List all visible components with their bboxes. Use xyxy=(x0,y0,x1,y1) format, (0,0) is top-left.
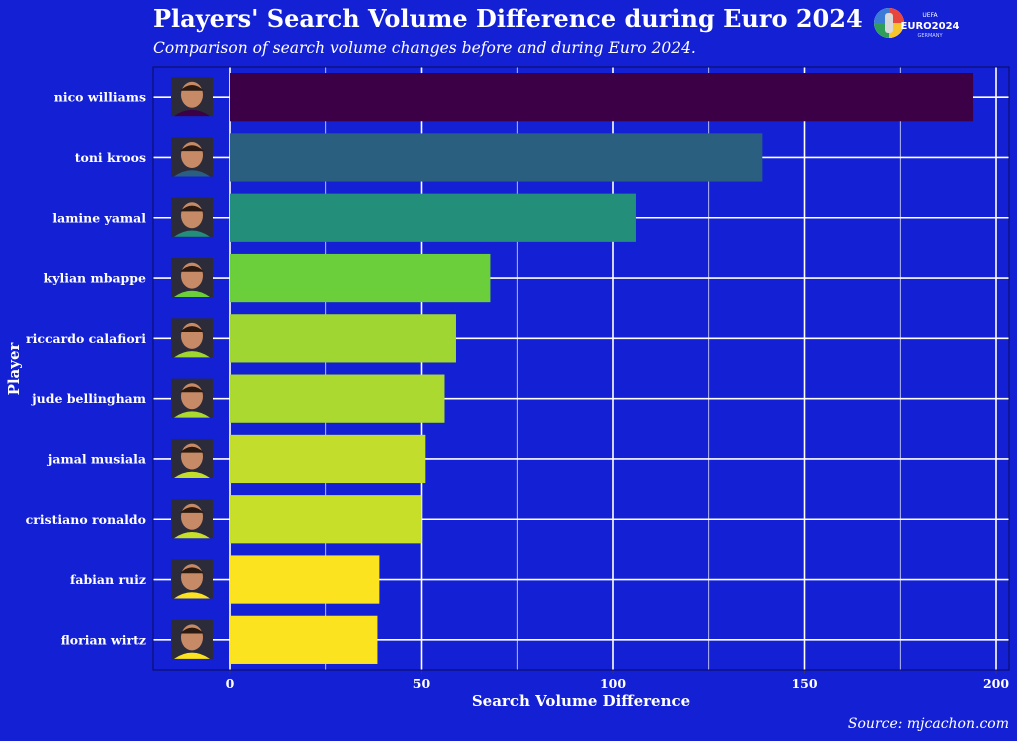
plot-frame xyxy=(152,66,1010,671)
x-tick-label: 150 xyxy=(791,676,817,691)
y-tick-label: jude bellingham xyxy=(31,391,146,406)
player-photo xyxy=(171,318,213,358)
photo-hair xyxy=(180,326,204,332)
photo-hair xyxy=(180,265,204,272)
y-tick-label: riccardo calafiori xyxy=(26,331,146,346)
svg-text:UEFA: UEFA xyxy=(922,12,938,19)
player-photo xyxy=(171,258,213,298)
bar-fabian-ruiz xyxy=(230,555,380,604)
bar-lamine-yamal xyxy=(230,193,636,242)
y-tick-label: nico williams xyxy=(54,90,146,105)
player-photo xyxy=(171,619,213,659)
logo-text: EURO2024 xyxy=(901,21,960,32)
player-photo xyxy=(171,378,213,418)
photo-hair xyxy=(180,145,204,152)
photo-shirt xyxy=(174,230,210,237)
photo-shirt xyxy=(174,170,210,177)
y-tick-label: jamal musiala xyxy=(47,451,146,466)
bar-nico-williams xyxy=(230,73,974,122)
y-tick-label: toni kroos xyxy=(75,150,146,165)
chart-subtitle: Comparison of search volume changes befo… xyxy=(153,39,696,57)
y-tick-label: cristiano ronaldo xyxy=(26,512,146,527)
source-caption: Source: mjcachon.com xyxy=(847,716,1009,732)
x-tick-label: 100 xyxy=(600,676,626,691)
chart-title: Players' Search Volume Difference during… xyxy=(153,4,863,33)
ticks-layer: 0 50 100 150 200 xyxy=(226,670,1009,691)
y-tick-label: kylian mbappe xyxy=(44,271,147,286)
photo-shirt xyxy=(174,532,210,539)
logo-subtext: GERMANY xyxy=(917,33,943,39)
photo-hair xyxy=(180,567,204,574)
photo-hair xyxy=(180,84,204,91)
bar-riccardo-calafiori xyxy=(230,314,456,363)
x-axis-label: Search Volume Difference xyxy=(471,692,691,710)
bar-florian-wirtz xyxy=(230,615,378,664)
photo-hair xyxy=(180,205,204,212)
photo-hair xyxy=(180,507,204,513)
y-axis-label: Player xyxy=(5,342,23,396)
player-photo xyxy=(171,137,213,177)
bar-cristiano-ronaldo xyxy=(230,495,422,544)
player-photo xyxy=(171,438,213,478)
photo-shirt xyxy=(174,471,210,478)
photo-shirt xyxy=(174,652,210,659)
euro-trophy-icon xyxy=(874,8,904,38)
bars-layer xyxy=(230,73,974,664)
photo-hair xyxy=(180,446,204,453)
x-tick-label: 50 xyxy=(413,676,431,691)
photo-shirt xyxy=(174,411,210,418)
euro-2024-logo: UEFA EURO2024 GERMANY xyxy=(874,8,960,39)
bar-jamal-musiala xyxy=(230,434,426,484)
x-tick-label: 0 xyxy=(226,676,235,691)
bar-jude-bellingham xyxy=(230,374,445,423)
photos-layer xyxy=(171,77,213,659)
player-photo xyxy=(171,197,213,237)
player-photo xyxy=(171,77,213,117)
x-tick-label: 200 xyxy=(983,676,1009,691)
photo-shirt xyxy=(174,351,210,358)
y-tick-label: florian wirtz xyxy=(61,632,146,647)
bar-kylian-mbappe xyxy=(230,253,491,303)
photo-hair xyxy=(180,627,204,634)
photo-shirt xyxy=(174,109,210,117)
photo-shirt xyxy=(174,290,210,298)
bar-toni-kroos xyxy=(230,133,763,182)
player-photo xyxy=(171,499,213,539)
photo-shirt xyxy=(174,592,210,599)
player-photo xyxy=(171,559,213,599)
labels-layer: nico williams toni kroos lamine yamal kylia… xyxy=(26,90,147,648)
y-tick-label: lamine yamal xyxy=(52,210,146,225)
photo-hair xyxy=(180,386,204,393)
y-tick-label: fabian ruiz xyxy=(70,572,146,587)
